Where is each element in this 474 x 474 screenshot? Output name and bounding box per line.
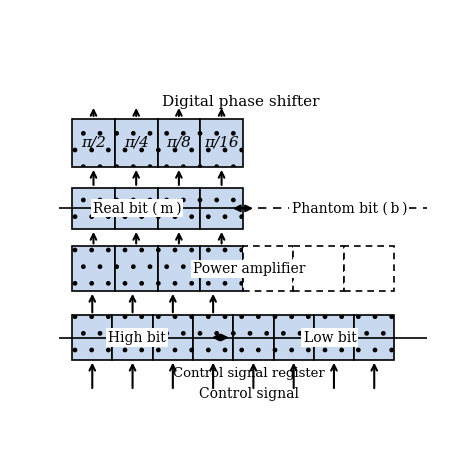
Bar (115, 188, 157, 229)
Bar (293, 246, 344, 291)
Text: π/4: π/4 (124, 136, 149, 150)
Bar (200, 246, 243, 291)
Text: Real bit ( m ): Real bit ( m ) (93, 201, 182, 215)
Text: π/16: π/16 (204, 136, 239, 150)
Bar (314, 315, 354, 360)
Bar (157, 188, 200, 229)
Text: Control signal: Control signal (200, 387, 300, 401)
Bar (200, 119, 243, 167)
Text: Control signal register: Control signal register (173, 367, 325, 380)
Bar (157, 119, 200, 167)
Bar (115, 246, 157, 291)
Bar (233, 315, 273, 360)
Bar (273, 315, 314, 360)
Bar (72, 119, 115, 167)
Bar (72, 315, 112, 360)
Bar (153, 315, 193, 360)
Bar (243, 246, 293, 291)
Text: π/2: π/2 (81, 136, 106, 150)
Text: Phantom bit ( b ): Phantom bit ( b ) (292, 201, 407, 215)
Bar (200, 188, 243, 229)
Text: Power amplifier: Power amplifier (193, 262, 306, 276)
Text: High bit: High bit (108, 330, 165, 345)
Bar (157, 246, 200, 291)
Bar (193, 315, 233, 360)
Text: π/8: π/8 (166, 136, 191, 150)
Bar (72, 246, 115, 291)
Bar (354, 315, 394, 360)
Bar (344, 246, 394, 291)
Bar (72, 188, 115, 229)
Text: Digital phase shifter: Digital phase shifter (163, 94, 320, 109)
Text: Low bit: Low bit (303, 330, 356, 345)
Bar (115, 119, 157, 167)
Bar (112, 315, 153, 360)
